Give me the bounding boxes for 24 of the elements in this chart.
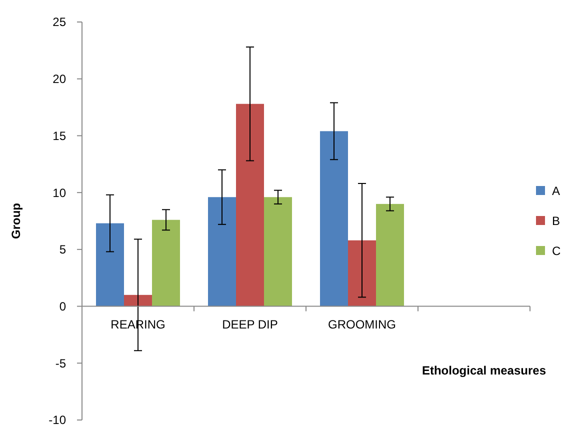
bar xyxy=(124,294,152,306)
bar xyxy=(152,220,180,306)
bar xyxy=(264,197,292,306)
y-axis-title: Group xyxy=(9,203,23,239)
x-tick-label: GROOMING xyxy=(328,317,396,332)
y-tick-label: 15 xyxy=(52,128,66,143)
x-tick-label: DEEP DIP xyxy=(222,317,278,332)
bar xyxy=(376,204,404,306)
bar xyxy=(236,104,264,306)
y-tick-label: 20 xyxy=(52,72,66,86)
y-tick-label: 0 xyxy=(59,299,66,314)
y-tick-label: 10 xyxy=(52,186,66,200)
bar xyxy=(320,131,348,306)
x-axis-title: Ethological measures xyxy=(422,363,546,378)
y-tick-label: -5 xyxy=(55,356,66,370)
legend-label: A xyxy=(552,184,560,198)
y-tick-label: 5 xyxy=(59,242,66,257)
bar xyxy=(348,240,376,306)
y-tick-label: -10 xyxy=(48,413,66,426)
bar xyxy=(208,197,236,306)
y-tick-label: 25 xyxy=(52,15,66,30)
bar xyxy=(96,223,124,306)
legend-label: B xyxy=(552,214,560,228)
legend-label: C xyxy=(552,244,561,258)
